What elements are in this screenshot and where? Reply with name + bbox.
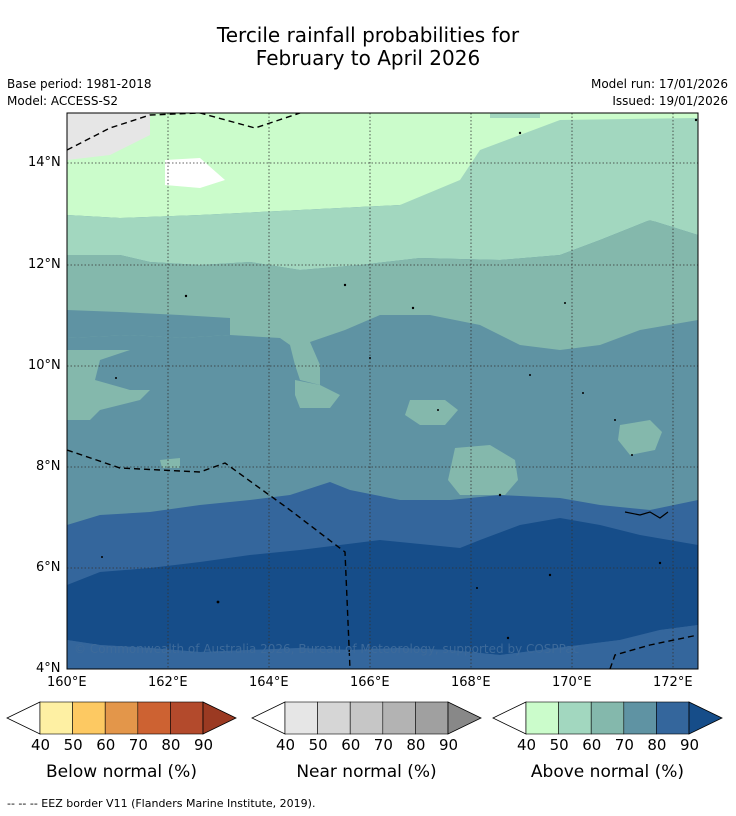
colorbar-over-arrow [688, 701, 723, 735]
colorbar-tick-label: 70 [614, 736, 634, 754]
colorbar-below-normal [6, 701, 237, 735]
colorbar-swatch [72, 701, 106, 735]
colorbar-tick-label: 50 [63, 736, 83, 754]
colorbar-label-below: Below normal (%) [46, 762, 197, 782]
lat-tick-14n: 14°N [28, 155, 61, 170]
colorbar-tick-label: 40 [276, 736, 296, 754]
lat-tick-6n: 6°N [36, 560, 61, 575]
colorbar-tick-label: 80 [647, 736, 667, 754]
colorbar-over-arrow [447, 701, 482, 735]
colorbar-tick-label: 60 [96, 736, 116, 754]
lon-tick-172e: 172°E [653, 675, 693, 690]
lat-tick-4n: 4°N [36, 661, 61, 676]
eez-border-lines [67, 113, 698, 669]
colorbar-label-above: Above normal (%) [530, 762, 685, 782]
lon-tick-162e: 162°E [148, 675, 188, 690]
colorbar-tick-label: 50 [308, 736, 328, 754]
colorbar-tick-label: 60 [582, 736, 602, 754]
model-text: Model: ACCESS-S2 [7, 94, 119, 108]
colorbar-label-near: Near normal (%) [296, 762, 437, 782]
colorbar-under-arrow [6, 701, 41, 735]
probability-field [67, 113, 698, 669]
island-marks [101, 118, 698, 640]
base-period-text: Base period: 1981-2018 [7, 77, 152, 91]
colorbar-swatch [558, 701, 592, 735]
colorbar-under-arrow [251, 701, 286, 735]
colorbar-swatch [590, 701, 625, 735]
colorbar-tick-label: 90 [194, 736, 214, 754]
lon-tick-170e: 170°E [552, 675, 592, 690]
model-run-text: Model run: 17/01/2026 [590, 77, 728, 91]
colorbar-swatch [39, 701, 73, 735]
colorbar-swatch [317, 701, 351, 735]
eez-footnote: -- -- -- EEZ border V11 (Flanders Marine… [7, 797, 316, 810]
colorbar-swatch [525, 701, 559, 735]
map-title-line1: Tercile rainfall probabilities for [216, 23, 520, 47]
map-gridlines [67, 113, 698, 669]
lat-tick-10n: 10°N [28, 358, 61, 373]
map-title-line2: February to April 2026 [255, 46, 481, 70]
colorbar-swatch [104, 701, 139, 735]
colorbar-above-normal [492, 701, 723, 735]
lon-tick-166e: 166°E [350, 675, 390, 690]
copyright-text: © Commonwealth of Australia 2026, Bureau… [74, 642, 580, 656]
colorbar-swatch [623, 701, 657, 735]
colorbar-swatch [349, 701, 384, 735]
lon-tick-164e: 164°E [249, 675, 289, 690]
colorbar-near-normal [251, 701, 482, 735]
colorbar-tick-label: 60 [341, 736, 361, 754]
colorbar-tick-label: 70 [373, 736, 393, 754]
lon-tick-168e: 168°E [451, 675, 491, 690]
colorbar-tick-label: 80 [161, 736, 181, 754]
colorbar-swatch [656, 701, 690, 735]
colorbar-tick-label: 80 [406, 736, 426, 754]
colorbar-swatch [284, 701, 318, 735]
issued-text: Issued: 19/01/2026 [612, 94, 728, 108]
colorbar-tick-label: 50 [549, 736, 569, 754]
colorbar-tick-label: 40 [517, 736, 537, 754]
colorbar-tick-label: 70 [128, 736, 148, 754]
colorbar-under-arrow [492, 701, 527, 735]
colorbar-tick-label: 90 [680, 736, 700, 754]
colorbar-swatch [415, 701, 449, 735]
lon-tick-160e: 160°E [47, 675, 87, 690]
colorbar-swatch [382, 701, 416, 735]
colorbar-swatch [170, 701, 204, 735]
lat-tick-8n: 8°N [36, 459, 61, 474]
colorbar-tick-label: 90 [439, 736, 459, 754]
lat-tick-12n: 12°N [28, 257, 61, 272]
colorbar-tick-label: 40 [31, 736, 51, 754]
colorbar-swatch [137, 701, 171, 735]
colorbar-over-arrow [202, 701, 237, 735]
